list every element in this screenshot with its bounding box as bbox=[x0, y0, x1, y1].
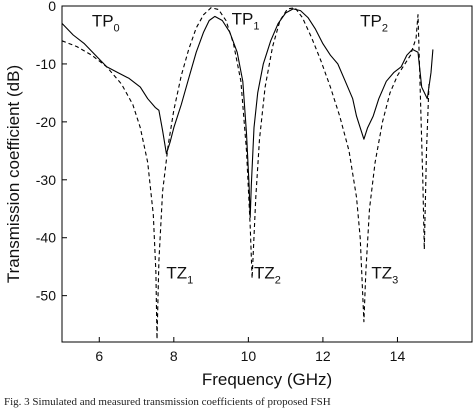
annotation-subscript: 2 bbox=[382, 22, 388, 34]
figure-caption: Fig. 3 Simulated and measured transmissi… bbox=[4, 396, 331, 408]
y-tick-label: -50 bbox=[36, 288, 56, 304]
x-axis-ticks: 6 8 10 12 14 bbox=[95, 337, 405, 364]
plot-frame bbox=[61, 5, 473, 343]
annotation-subscript: 1 bbox=[187, 274, 193, 286]
y-tick-label: -30 bbox=[36, 172, 56, 188]
measured-series-line bbox=[61, 8, 434, 218]
y-tick-label: -40 bbox=[36, 230, 56, 246]
annotation-base: TZ bbox=[166, 263, 187, 282]
annotation-base: TZ bbox=[254, 263, 275, 282]
simulated-series-line bbox=[61, 7, 430, 340]
annotation-label: TZ2 bbox=[254, 263, 281, 286]
annotation-base: TZ bbox=[371, 263, 392, 282]
annotation-label: TZ3 bbox=[371, 263, 398, 286]
x-axis-label: Frequency (GHz) bbox=[202, 370, 332, 389]
x-tick-label: 10 bbox=[241, 348, 257, 364]
annotation-base: TP bbox=[232, 10, 254, 29]
y-tick-label: 0 bbox=[48, 0, 56, 14]
x-tick-label: 12 bbox=[315, 348, 331, 364]
annotation-base: TP bbox=[360, 11, 382, 30]
annotation-subscript: 2 bbox=[275, 274, 281, 286]
annotation-base: TP bbox=[92, 11, 114, 30]
y-axis-label: Transmission coefficient (dB) bbox=[4, 65, 23, 283]
x-tick-label: 14 bbox=[390, 348, 406, 364]
annotation-label: TP0 bbox=[92, 11, 120, 34]
y-tick-label: -20 bbox=[36, 114, 56, 130]
x-tick-label: 8 bbox=[170, 348, 178, 364]
annotation-label: TP2 bbox=[360, 11, 388, 34]
annotation-label: TZ1 bbox=[166, 263, 193, 286]
series-layer bbox=[61, 7, 434, 340]
annotation-subscript: 3 bbox=[392, 274, 398, 286]
y-tick-label: -10 bbox=[36, 56, 56, 72]
annotation-label: TP1 bbox=[232, 10, 260, 33]
y-axis-ticks: 0 -10 -20 -30 -40 -50 bbox=[36, 0, 67, 304]
annotation-subscript: 1 bbox=[253, 21, 259, 33]
annotation-subscript: 0 bbox=[114, 22, 120, 34]
x-tick-label: 6 bbox=[95, 348, 103, 364]
